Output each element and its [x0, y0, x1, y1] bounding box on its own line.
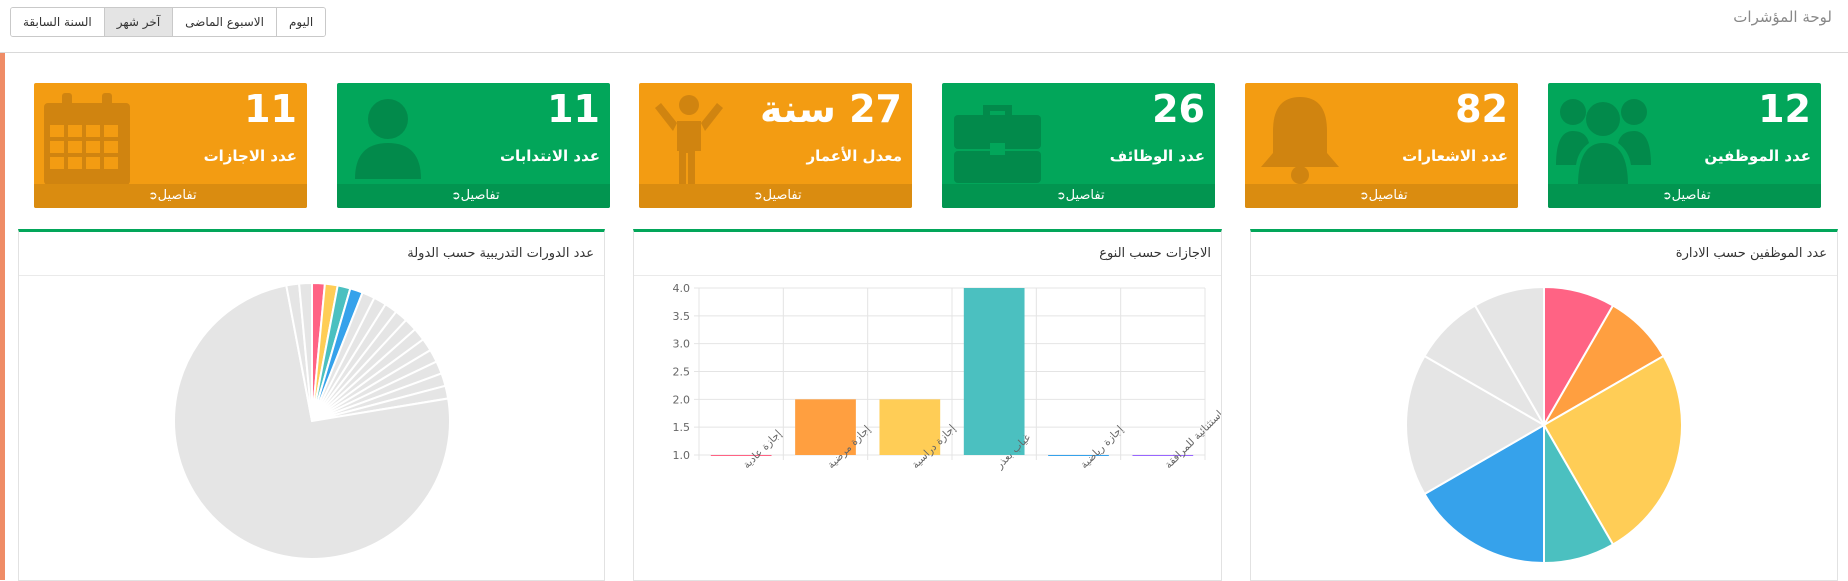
leaves-label: عدد الاجازات	[203, 147, 297, 165]
card-leaves: 11 عدد الاجازات تفاصيل➲	[34, 83, 307, 208]
jobs-count: 26	[1152, 87, 1205, 131]
arrow-circle-icon: ➲	[1359, 189, 1369, 202]
card-assignments: 11 عدد الانتدابات تفاصيل➲	[337, 83, 610, 208]
pie-slice[interactable]	[1473, 285, 1545, 429]
employees-count: 12	[1758, 87, 1811, 131]
bar[interactable]	[879, 399, 941, 455]
panel-title: الاجازات حسب النوع	[1099, 246, 1211, 261]
leaves-count: 11	[244, 87, 297, 131]
child-icon	[655, 95, 723, 186]
divider	[1251, 275, 1837, 276]
panel-leaves-by-type: الاجازات حسب النوع 1.0 1.5 2.0 2.5 3.0 3.5 4.0…	[633, 229, 1222, 581]
panel-title: عدد الموظفين حسب الادارة	[1675, 246, 1827, 261]
bell-icon	[1261, 97, 1339, 184]
details-label: تفاصيل	[460, 188, 500, 203]
calendar-icon	[44, 93, 130, 185]
divider	[19, 275, 604, 276]
pie-slice[interactable]	[1423, 423, 1545, 565]
pie-slice[interactable]	[297, 281, 313, 422]
notifications-label: عدد الاشعارات	[1402, 147, 1508, 165]
users-icon	[1556, 99, 1651, 186]
panel-courses-by-country: عدد الدورات التدريبية حسب الدولة	[18, 229, 605, 581]
x-tick-label: إجازة رياضية	[1078, 423, 1126, 471]
employees-label: عدد الموظفين	[1704, 147, 1811, 165]
notifications-count: 82	[1455, 87, 1508, 131]
page-title: لوحة المؤشرات	[1733, 8, 1832, 26]
range-last-week-button[interactable]: الاسبوع الماضى	[172, 8, 276, 36]
card-jobs: 26 عدد الوظائف تفاصيل➲	[942, 83, 1215, 208]
briefcase-icon	[954, 105, 1041, 183]
employees-by-department-chart	[1405, 285, 1683, 565]
assignments-label: عدد الانتدابات	[499, 147, 600, 165]
assignments-count: 11	[547, 87, 600, 131]
y-tick-label: 1.0	[673, 449, 691, 462]
arrow-circle-icon: ➲	[451, 189, 461, 202]
leaves-details-link[interactable]: تفاصيل➲	[34, 184, 307, 208]
panel-employees-by-department: عدد الموظفين حسب الادارة	[1250, 229, 1838, 581]
date-range-group: السنة السابقة آخر شهر الاسبوع الماضى الي…	[10, 7, 327, 37]
jobs-label: عدد الوظائف	[1109, 147, 1205, 165]
arrow-circle-icon: ➲	[753, 189, 763, 202]
x-tick-label: إجازة استثنائية للمرافقة	[1162, 389, 1221, 471]
user-icon	[355, 99, 421, 179]
left-accent-bar	[0, 53, 5, 580]
card-notifications: 82 عدد الاشعارات تفاصيل➲	[1245, 83, 1518, 208]
details-label: تفاصيل	[1368, 188, 1408, 203]
employees-details-link[interactable]: تفاصيل➲	[1548, 184, 1821, 208]
average-age-details-link[interactable]: تفاصيل➲	[639, 184, 912, 208]
notifications-details-link[interactable]: تفاصيل➲	[1245, 184, 1518, 208]
arrow-circle-icon: ➲	[1662, 189, 1672, 202]
range-today-button[interactable]: اليوم	[275, 8, 326, 36]
bar[interactable]	[963, 288, 1025, 455]
divider	[634, 275, 1221, 276]
range-last-year-button[interactable]: السنة السابقة	[11, 8, 104, 36]
average-age-label: معدل الأعمار	[806, 147, 902, 165]
card-employees: 12 عدد الموظفين تفاصيل➲	[1548, 83, 1821, 208]
y-tick-label: 2.0	[673, 393, 691, 406]
details-label: تفاصيل	[157, 188, 197, 203]
range-last-month-button[interactable]: آخر شهر	[103, 8, 173, 36]
y-tick-label: 3.0	[673, 338, 691, 351]
jobs-details-link[interactable]: تفاصيل➲	[942, 184, 1215, 208]
details-label: تفاصيل	[1671, 188, 1711, 203]
y-tick-label: 4.0	[673, 282, 691, 295]
page-header: لوحة المؤشرات السنة السابقة آخر شهر الاس…	[0, 0, 1848, 53]
pie-slice[interactable]	[1405, 354, 1547, 496]
details-label: تفاصيل	[1065, 188, 1105, 203]
courses-by-country-chart	[173, 281, 451, 560]
card-average-age: 27 سنة معدل الأعمار تفاصيل➲	[639, 83, 912, 208]
average-age-value: 27 سنة	[759, 87, 902, 131]
pie-slice[interactable]	[1542, 354, 1683, 546]
bar[interactable]	[710, 455, 772, 456]
panel-title: عدد الدورات التدريبية حسب الدولة	[407, 246, 594, 261]
bar[interactable]	[1132, 455, 1194, 456]
arrow-circle-icon: ➲	[1056, 189, 1066, 202]
y-tick-label: 3.5	[673, 310, 691, 323]
pie-slice[interactable]	[173, 284, 451, 560]
assignments-details-link[interactable]: تفاصيل➲	[337, 184, 610, 208]
bar[interactable]	[795, 399, 856, 455]
bar[interactable]	[1048, 455, 1109, 456]
x-tick-label: إجازة عادية	[741, 428, 784, 471]
details-label: تفاصيل	[762, 188, 802, 203]
y-tick-label: 1.5	[673, 421, 691, 434]
arrow-circle-icon: ➲	[148, 189, 158, 202]
y-tick-label: 2.5	[673, 366, 691, 379]
